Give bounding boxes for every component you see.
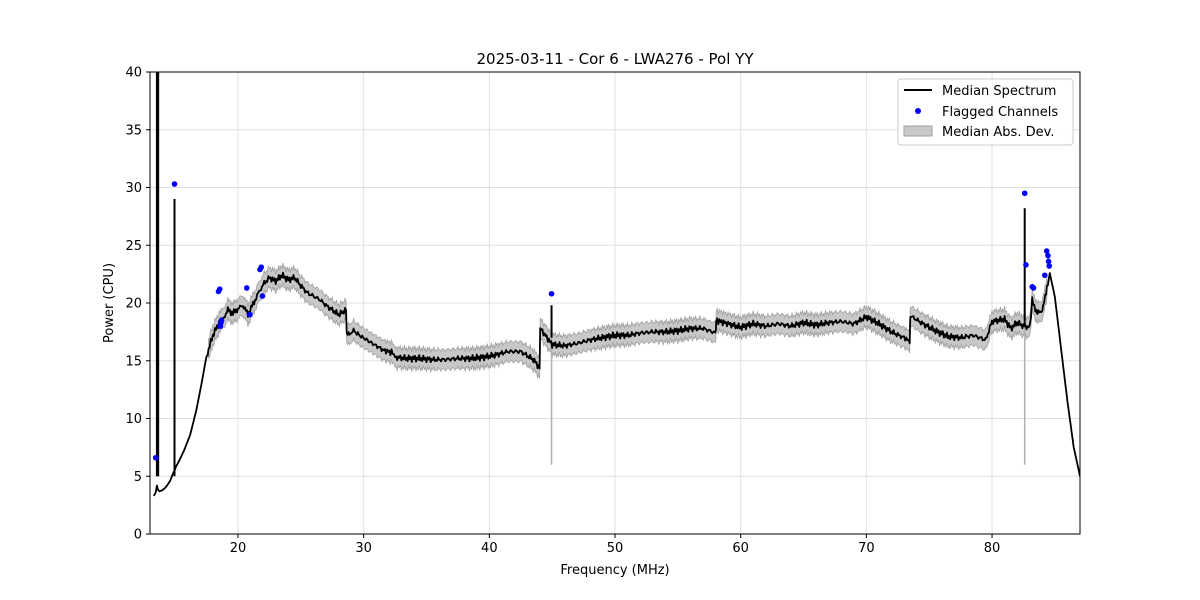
flagged-channel-point [1021, 190, 1028, 197]
flagged-channel-point [218, 317, 225, 324]
flagged-channel-point [1045, 252, 1051, 259]
y-tick-label: 40 [125, 66, 142, 81]
flagged-channel-point [1030, 285, 1037, 291]
x-tick-label: 80 [984, 541, 1001, 556]
ticks: 20 30 40 50 60 70 80 0 5 10 15 20 25 30 35 40 [125, 66, 1000, 557]
legend-median-label: Median Spectrum [942, 84, 1056, 99]
x-tick-label: 30 [355, 541, 372, 556]
chart-title: 2025-03-11 - Cor 6 - LWA276 - Pol YY [477, 50, 755, 68]
y-tick-label: 15 [125, 354, 142, 369]
flagged-channel-point [1043, 248, 1050, 254]
y-tick-label: 25 [125, 239, 142, 254]
flagged-channel-point [152, 454, 159, 461]
y-axis-label: Power (CPU) [102, 263, 117, 343]
flagged-channel-point [171, 181, 178, 187]
x-tick-label: 70 [858, 541, 875, 556]
x-axis-label: Frequency (MHz) [560, 563, 669, 578]
legend: Median Spectrum Flagged Channels Median … [897, 78, 1074, 146]
y-tick-label: 0 [134, 528, 142, 543]
flagged-channel-point [1045, 258, 1052, 265]
legend-mad-label: Median Abs. Dev. [942, 125, 1054, 140]
legend-mad-swatch [903, 125, 933, 137]
flagged-points-layer [152, 181, 1053, 461]
flagged-channel-point [1023, 262, 1029, 268]
y-tick-label: 5 [134, 470, 142, 485]
x-tick-label: 60 [732, 541, 749, 556]
x-tick-label: 50 [607, 541, 624, 556]
median-spectrum-line [153, 271, 1080, 497]
legend-flagged-label: Flagged Channels [942, 105, 1058, 120]
x-tick-label: 20 [230, 541, 247, 556]
legend-box [897, 78, 1074, 146]
flagged-channel-point [247, 311, 253, 318]
flagged-channel-point [243, 285, 250, 291]
y-tick-label: 35 [125, 123, 142, 138]
flagged-channel-point [259, 293, 266, 299]
y-tick-label: 10 [125, 412, 142, 427]
y-tick-label: 20 [125, 297, 142, 312]
x-tick-label: 40 [481, 541, 498, 556]
flagged-channel-point [548, 290, 555, 297]
y-tick-label: 30 [125, 181, 142, 196]
flagged-channel-point [216, 286, 223, 292]
flagged-channel-point [258, 264, 265, 270]
flagged-channel-point [1046, 263, 1053, 269]
flagged-channel-point [1042, 272, 1048, 279]
legend-flagged-swatch [915, 108, 921, 114]
